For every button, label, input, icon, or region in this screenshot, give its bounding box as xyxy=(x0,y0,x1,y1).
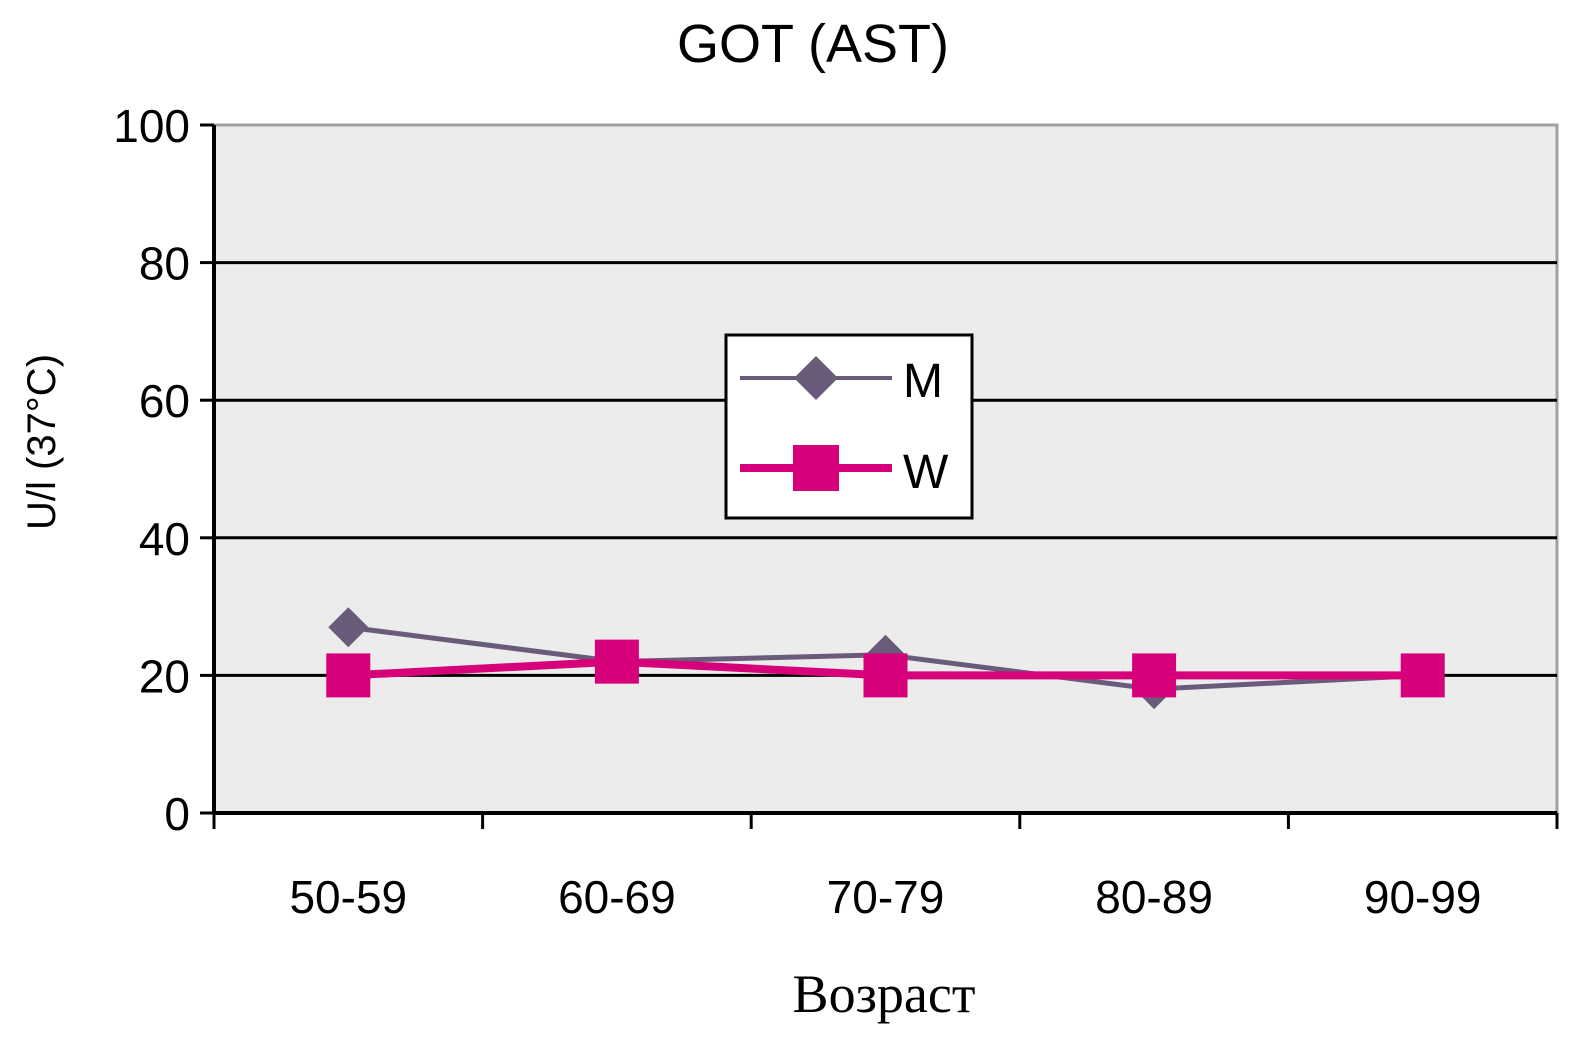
x-tick-label-90-99: 90-99 xyxy=(1364,871,1482,923)
series-w-point-90-99 xyxy=(1400,653,1445,698)
y-tick-label-20: 20 xyxy=(139,650,190,702)
legend: M W xyxy=(724,333,974,520)
x-tick-label-50-59: 50-59 xyxy=(289,871,407,923)
x-tick-label-60-69: 60-69 xyxy=(558,871,676,923)
x-tick-label-80-89: 80-89 xyxy=(1095,871,1213,923)
y-tick-label-40: 40 xyxy=(139,513,190,565)
legend-label-w: W xyxy=(903,446,949,499)
legend-label-m: M xyxy=(903,355,943,408)
series-m-point-50-59 xyxy=(328,607,369,648)
legend-marker-m xyxy=(794,356,838,400)
y-tick-label-0: 0 xyxy=(164,788,190,840)
legend-marker-w xyxy=(793,445,839,491)
y-tick-label-80: 80 xyxy=(139,238,190,290)
series-w-point-60-69 xyxy=(594,639,639,684)
x-axis-title: Возраст xyxy=(793,964,976,1024)
y-tick-label-100: 100 xyxy=(113,100,190,152)
y-axis-title: U/l (37°C) xyxy=(20,354,64,530)
y-tick-label-60: 60 xyxy=(139,375,190,427)
legend-box xyxy=(724,333,974,520)
series-w-point-50-59 xyxy=(326,653,371,698)
axis-layer: 0 20 40 60 80 100 50-59 60-69 70-79 80-89 90-99 xyxy=(113,100,1559,923)
marker-layer xyxy=(326,607,1445,710)
series-w-point-70-79 xyxy=(863,653,908,698)
chart-title: GOT (AST) xyxy=(677,14,949,74)
x-tick-label-70-79: 70-79 xyxy=(827,871,945,923)
series-w-point-80-89 xyxy=(1132,653,1177,698)
